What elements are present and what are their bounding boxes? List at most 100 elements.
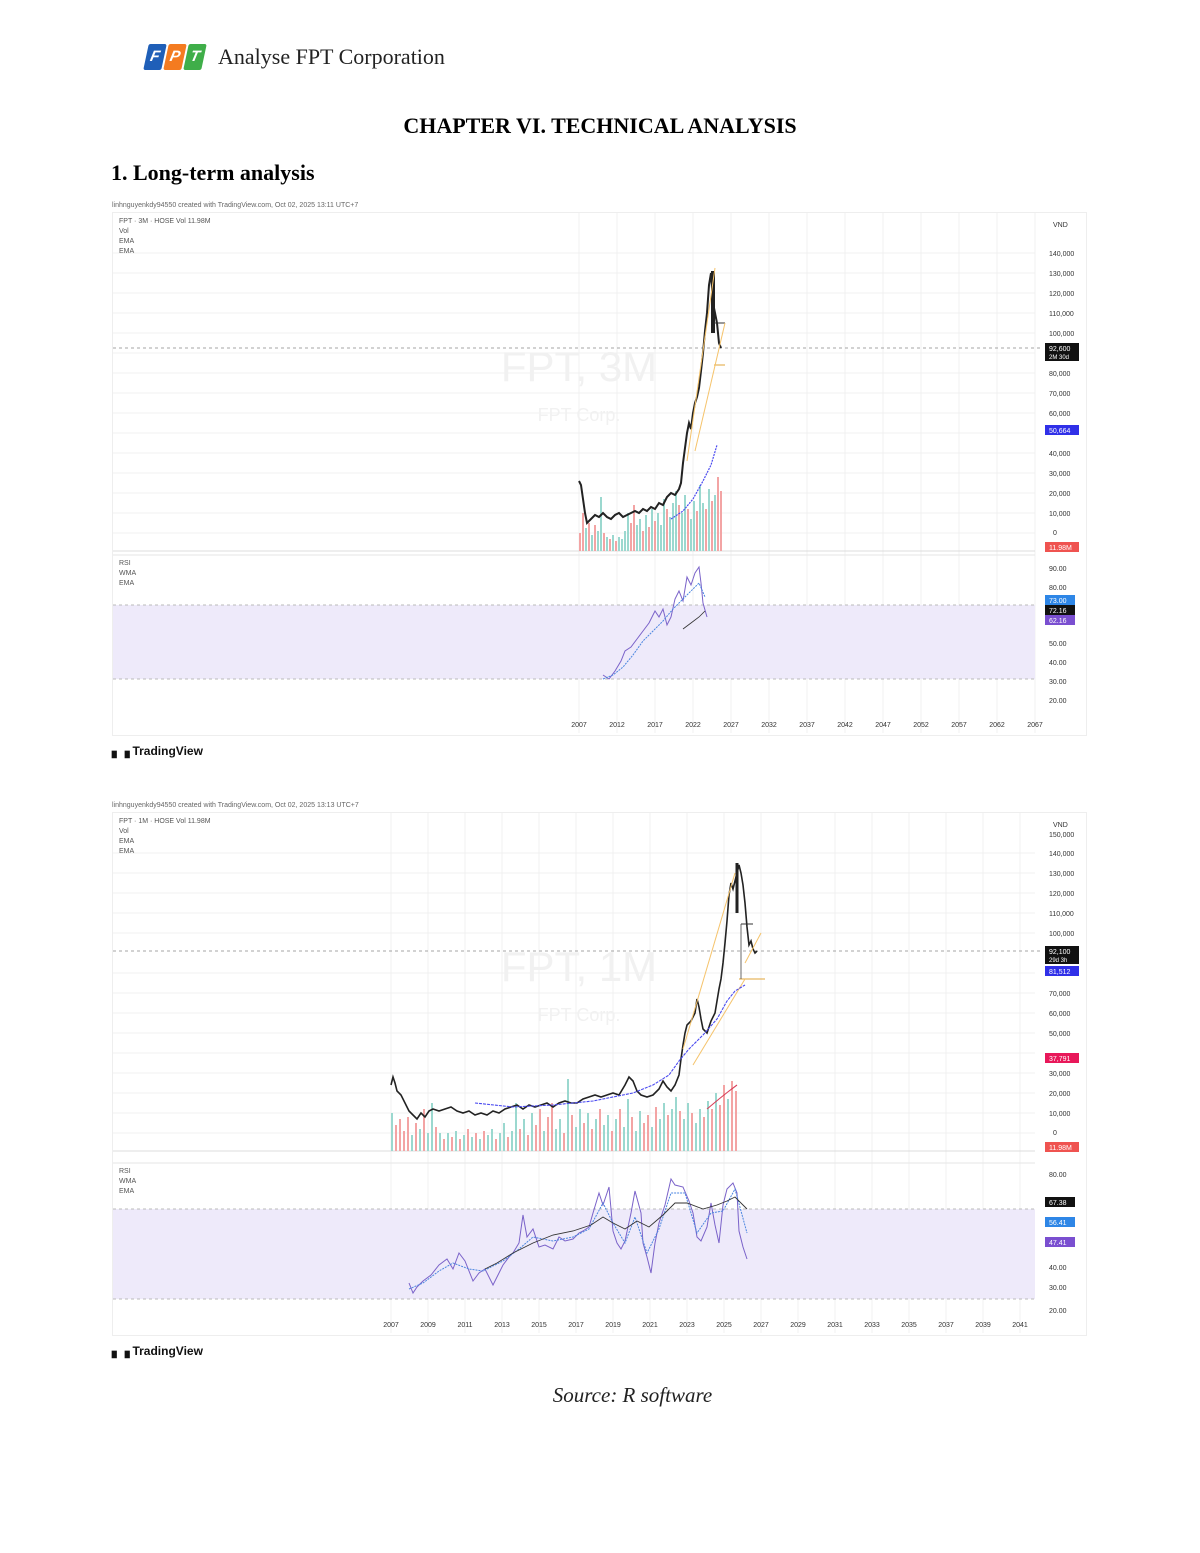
chart-frame: FPT, 3M FPT Corp. xyxy=(112,212,1087,736)
svg-text:37,791: 37,791 xyxy=(1049,1056,1071,1063)
svg-text:20,000: 20,000 xyxy=(1049,491,1071,498)
svg-text:110,000: 110,000 xyxy=(1049,311,1074,318)
legend-symbol: FPT · 3M · HOSE Vol 11.98M xyxy=(119,218,211,225)
svg-text:70,000: 70,000 xyxy=(1049,991,1071,998)
svg-text:50,664: 50,664 xyxy=(1049,428,1071,435)
svg-text:60,000: 60,000 xyxy=(1049,411,1071,418)
chart-1m-plot: FPT, 1M FPT Corp. xyxy=(113,813,1079,1333)
chart-frame: FPT, 1M FPT Corp. xyxy=(112,812,1087,1336)
svg-text:2025: 2025 xyxy=(716,1322,732,1329)
svg-text:72.16: 72.16 xyxy=(1049,608,1067,615)
svg-text:2052: 2052 xyxy=(913,722,929,729)
svg-text:2M 30d: 2M 30d xyxy=(1049,355,1069,361)
watermark-sub: FPT Corp. xyxy=(538,405,621,425)
svg-text:40.00: 40.00 xyxy=(1049,1265,1067,1272)
svg-text:60,000: 60,000 xyxy=(1049,1011,1071,1018)
chapter-title: CHAPTER VI. TECHNICAL ANALYSIS xyxy=(403,113,797,138)
svg-text:100,000: 100,000 xyxy=(1049,331,1074,338)
svg-text:2023: 2023 xyxy=(679,1322,695,1329)
svg-text:2017: 2017 xyxy=(568,1322,584,1329)
rsi-legend: RSI WMA EMA xyxy=(119,559,136,589)
svg-text:110,000: 110,000 xyxy=(1049,911,1074,918)
svg-text:40.00: 40.00 xyxy=(1049,660,1067,667)
svg-text:2029: 2029 xyxy=(790,1322,806,1329)
svg-text:2022: 2022 xyxy=(685,722,701,729)
main-legend: FPT · 3M · HOSE Vol 11.98M Vol EMA EMA xyxy=(119,217,211,257)
legend-ema: EMA xyxy=(119,1188,135,1195)
chart-caption: linhnguyenkdy94550 created with TradingV… xyxy=(112,802,359,809)
watermark: FPT, 1M xyxy=(501,943,657,990)
watermark: FPT, 3M xyxy=(501,343,657,390)
svg-text:2033: 2033 xyxy=(864,1322,880,1329)
svg-text:2067: 2067 xyxy=(1027,722,1043,729)
currency-label: VND xyxy=(1053,222,1068,229)
svg-text:2017: 2017 xyxy=(647,722,663,729)
legend-ema: EMA xyxy=(119,238,135,245)
legend-ema: EMA xyxy=(119,838,135,845)
svg-text:2007: 2007 xyxy=(571,722,587,729)
tradingview-logo-icon: ▖▗ xyxy=(112,1344,129,1358)
svg-text:2032: 2032 xyxy=(761,722,777,729)
legend-wma: WMA xyxy=(119,570,137,577)
svg-text:120,000: 120,000 xyxy=(1049,891,1074,898)
svg-text:56.41: 56.41 xyxy=(1049,1220,1067,1227)
legend-vol: Vol xyxy=(119,228,129,235)
rsi-legend: RSI WMA EMA xyxy=(119,1167,136,1197)
svg-text:81,512: 81,512 xyxy=(1049,969,1071,976)
svg-text:2015: 2015 xyxy=(531,1322,547,1329)
svg-text:2007: 2007 xyxy=(383,1322,399,1329)
fpt-logo: F P T xyxy=(143,44,207,70)
svg-text:2039: 2039 xyxy=(975,1322,991,1329)
svg-text:2019: 2019 xyxy=(605,1322,621,1329)
svg-text:2027: 2027 xyxy=(723,722,739,729)
chart-3m-plot: FPT, 3M FPT Corp. xyxy=(113,213,1079,733)
svg-text:2057: 2057 xyxy=(951,722,967,729)
chart-3m: linhnguyenkdy94550 created with TradingV… xyxy=(112,200,1087,758)
svg-text:2042: 2042 xyxy=(837,722,853,729)
svg-text:2035: 2035 xyxy=(901,1322,917,1329)
svg-text:80,000: 80,000 xyxy=(1049,371,1071,378)
svg-text:20.00: 20.00 xyxy=(1049,698,1067,705)
svg-text:10,000: 10,000 xyxy=(1049,1111,1071,1118)
svg-text:2013: 2013 xyxy=(494,1322,510,1329)
source-caption: Source: R software xyxy=(552,1383,713,1407)
svg-text:47.41: 47.41 xyxy=(1049,1240,1067,1247)
svg-text:67.38: 67.38 xyxy=(1049,1200,1067,1207)
svg-text:2011: 2011 xyxy=(457,1322,472,1329)
svg-text:80.00: 80.00 xyxy=(1049,585,1067,592)
watermark-sub: FPT Corp. xyxy=(538,1005,621,1025)
svg-text:90.00: 90.00 xyxy=(1049,566,1067,573)
svg-text:20,000: 20,000 xyxy=(1049,1091,1071,1098)
document-header: F P T Analyse FPT Corporation xyxy=(143,44,445,70)
svg-text:140,000: 140,000 xyxy=(1049,851,1074,858)
legend-rsi: RSI xyxy=(119,1168,131,1175)
legend-wma: WMA xyxy=(119,1178,137,1185)
svg-text:0: 0 xyxy=(1053,1130,1057,1137)
tradingview-brand: ▖▗ TradingView xyxy=(112,1344,1087,1358)
svg-text:30.00: 30.00 xyxy=(1049,679,1067,686)
svg-text:2062: 2062 xyxy=(989,722,1005,729)
svg-text:2037: 2037 xyxy=(799,722,815,729)
svg-text:62.16: 62.16 xyxy=(1049,618,1067,625)
svg-text:92,100: 92,100 xyxy=(1049,949,1071,956)
svg-text:10,000: 10,000 xyxy=(1049,511,1071,518)
svg-text:2027: 2027 xyxy=(753,1322,769,1329)
legend-symbol: FPT · 1M · HOSE Vol 11.98M xyxy=(119,818,211,825)
legend-ema: EMA xyxy=(119,248,135,255)
svg-text:70,000: 70,000 xyxy=(1049,391,1071,398)
legend-rsi: RSI xyxy=(119,560,131,567)
svg-text:2012: 2012 xyxy=(609,722,625,729)
svg-text:40,000: 40,000 xyxy=(1049,451,1071,458)
svg-text:92,600: 92,600 xyxy=(1049,346,1071,353)
brand-label: TradingView xyxy=(132,744,203,758)
legend-ema: EMA xyxy=(119,580,135,587)
tradingview-brand: ▖▗ TradingView xyxy=(112,744,1087,758)
svg-text:20.00: 20.00 xyxy=(1049,1308,1067,1315)
svg-text:2047: 2047 xyxy=(875,722,891,729)
svg-text:2009: 2009 xyxy=(420,1322,436,1329)
svg-text:2037: 2037 xyxy=(938,1322,954,1329)
svg-text:120,000: 120,000 xyxy=(1049,291,1074,298)
svg-text:2041: 2041 xyxy=(1012,1322,1028,1329)
svg-text:29d 3h: 29d 3h xyxy=(1049,958,1067,964)
logo-letter-t: T xyxy=(183,44,207,70)
